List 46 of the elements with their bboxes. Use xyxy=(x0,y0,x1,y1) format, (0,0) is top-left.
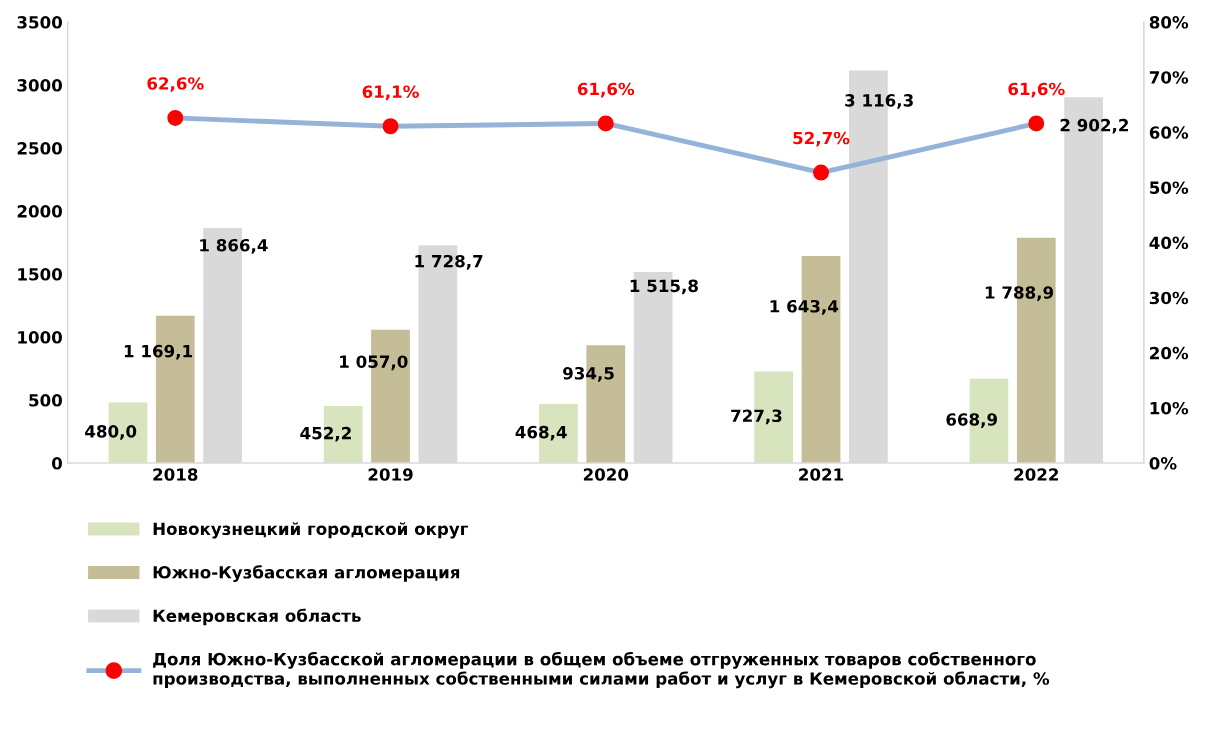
data-label: 727,3 xyxy=(731,409,782,425)
y-tick-label: 0 xyxy=(51,457,62,470)
data-label: 1 057,0 xyxy=(340,355,408,371)
data-label: 2 902,2 xyxy=(1060,118,1128,134)
y-tick-label: 500 xyxy=(29,394,62,407)
data-label: 1 788,9 xyxy=(985,286,1054,301)
y2-tick-label: 10% xyxy=(1150,401,1189,415)
y2-tick-label: 70% xyxy=(1149,71,1189,84)
y2-tick-label: 30% xyxy=(1149,291,1189,305)
y-tick-label: 3500 xyxy=(17,16,62,29)
x-tick-label: 2022 xyxy=(1014,468,1059,481)
legend-label: Новокузнецкий городской округ xyxy=(153,522,469,539)
y2-tick-label: 0% xyxy=(1149,457,1177,470)
data-label: 61,6% xyxy=(577,82,635,98)
x-tick-label: 2018 xyxy=(153,468,198,481)
data-label: 1 728,7 xyxy=(415,254,483,270)
legend-label: Доля Южно-Кузбасской агломерации в общем объеме отгруженных товаров собственного производства, выполненных собственными силами работ и услуг в Кемеровской области, % xyxy=(153,651,1050,689)
data-label: 668,9 xyxy=(946,413,997,428)
y2-tick-label: 20% xyxy=(1150,346,1189,360)
data-label: 1 515,8 xyxy=(630,279,698,295)
data-label: 468,4 xyxy=(515,425,567,441)
data-label: 1 643,4 xyxy=(770,299,839,315)
y-tick-label: 2000 xyxy=(17,205,62,218)
y2-tick-label: 60% xyxy=(1149,126,1189,139)
data-label: 52,7% xyxy=(793,131,850,147)
y-tick-label: 1500 xyxy=(18,268,62,281)
legend-label: Кемеровская область xyxy=(153,608,361,626)
x-tick-label: 2021 xyxy=(799,468,844,481)
y-tick-label: 1000 xyxy=(18,331,62,344)
legend-label: Южно-Кузбасская агломерация xyxy=(153,565,460,582)
y-tick-label: 3000 xyxy=(17,79,62,92)
data-label: 1 866,4 xyxy=(200,238,268,254)
data-label: 452,2 xyxy=(300,426,351,442)
y-tick-label: 2500 xyxy=(17,142,62,155)
x-tick-label: 2019 xyxy=(368,468,413,481)
data-label: 1 169,1 xyxy=(124,344,192,360)
data-label: 480,0 xyxy=(85,425,137,440)
y2-tick-label: 80% xyxy=(1149,16,1189,29)
data-label: 61,1% xyxy=(362,85,419,101)
y2-tick-label: 50% xyxy=(1150,181,1189,194)
data-label: 3 116,3 xyxy=(845,94,913,109)
data-label: 61,6% xyxy=(1008,82,1065,98)
x-tick-label: 2020 xyxy=(583,468,629,481)
data-label: 934,5 xyxy=(563,366,614,382)
data-label: 62,6% xyxy=(147,77,204,92)
y2-tick-label: 40% xyxy=(1149,236,1189,250)
